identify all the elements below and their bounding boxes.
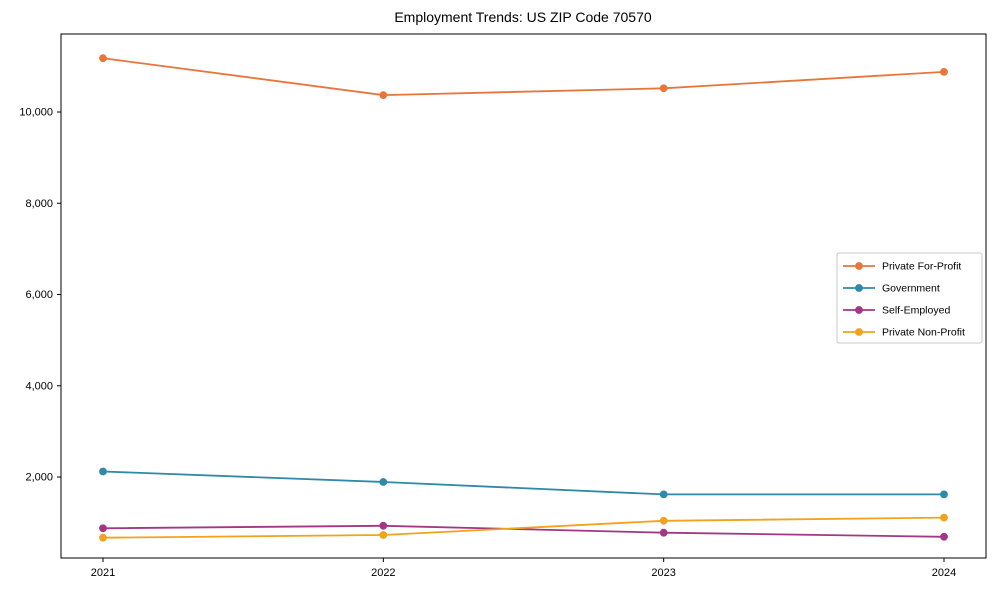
legend-box — [836, 252, 983, 344]
y-tick-label: 10,000 — [19, 107, 53, 119]
series-line — [102, 516, 945, 539]
legend-label: Private Non-Profit — [882, 327, 965, 339]
data-point — [99, 533, 107, 542]
series-line — [102, 470, 945, 496]
series-line — [102, 57, 945, 97]
data-point — [659, 528, 668, 537]
y-tick-label: 4,000 — [25, 380, 53, 392]
data-point — [940, 68, 948, 76]
data-point — [659, 490, 668, 499]
data-point — [379, 91, 388, 99]
series-line — [102, 524, 945, 538]
series-lines — [99, 54, 948, 542]
y-tick-label: 2,000 — [25, 472, 53, 484]
y-tick-label: 8,000 — [25, 198, 53, 210]
data-point — [99, 467, 107, 476]
x-tick-label: 2024 — [932, 567, 956, 579]
x-axis: 2021 2022 2023 2024 — [91, 558, 956, 579]
data-point — [99, 54, 107, 63]
legend-label: Private For-Profit — [882, 261, 961, 273]
legend-marker — [855, 284, 863, 292]
legend-item: Private Non-Profit — [843, 327, 965, 339]
legend-label: Self-Employed — [882, 305, 950, 317]
data-point — [940, 513, 948, 522]
legend-item: Private For-Profit — [843, 261, 961, 273]
plot-frame — [60, 33, 987, 559]
x-tick-label: 2022 — [371, 567, 395, 579]
data-point — [659, 516, 668, 525]
x-tick-label: 2021 — [91, 567, 115, 579]
data-point — [379, 521, 388, 530]
chart-title: Employment Trends: US ZIP Code 70570 — [394, 9, 652, 25]
y-axis: 2,000 4,000 6,000 8,000 10,000 — [19, 107, 61, 484]
data-point — [659, 84, 668, 93]
legend-marker — [855, 262, 863, 270]
y-tick-label: 6,000 — [25, 289, 53, 301]
data-point — [99, 524, 107, 533]
legend-item: Self-Employed — [843, 305, 950, 317]
data-point — [940, 532, 948, 541]
legend-marker — [855, 328, 863, 336]
legend-label: Government — [882, 283, 940, 295]
data-point — [379, 478, 388, 486]
x-tick-label: 2023 — [651, 567, 675, 579]
frame-rect — [60, 33, 987, 559]
legend-marker — [855, 306, 863, 314]
data-point — [940, 490, 948, 499]
legend-item: Government — [843, 283, 940, 295]
legend: Private For-Profit Government Self-Employe… — [836, 252, 983, 344]
data-point — [379, 531, 388, 539]
